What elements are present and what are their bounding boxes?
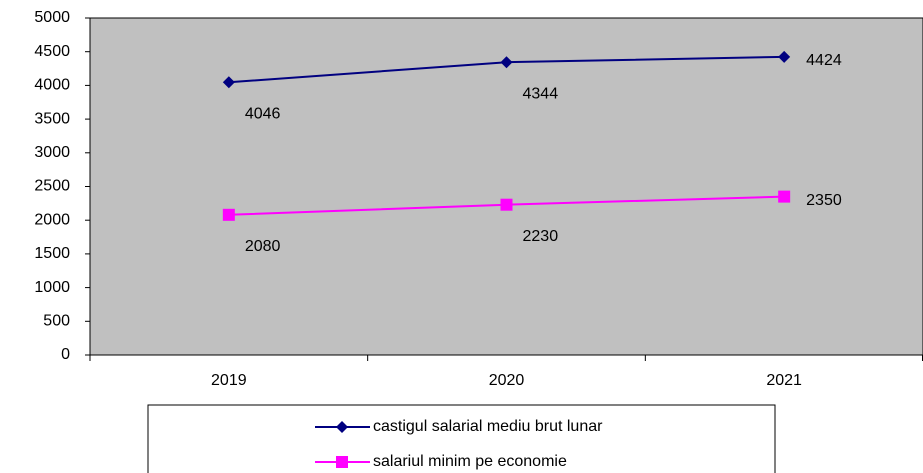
data-label: 2350 <box>806 192 842 209</box>
data-label: 4424 <box>806 52 842 69</box>
y-tick-label: 4000 <box>34 77 70 94</box>
marker <box>778 190 791 203</box>
y-tick-label: 2000 <box>34 211 70 228</box>
y-tick-label: 1500 <box>34 245 70 262</box>
data-label: 4344 <box>523 85 559 102</box>
y-tick-label: 4500 <box>34 43 70 60</box>
y-tick-label: 0 <box>61 346 70 363</box>
marker <box>336 456 348 468</box>
y-tick-label: 2500 <box>34 178 70 195</box>
y-tick-label: 3500 <box>34 110 70 127</box>
y-tick-label: 3000 <box>34 144 70 161</box>
data-label: 4046 <box>245 106 281 123</box>
marker <box>222 208 235 221</box>
marker <box>778 50 791 63</box>
x-tick-label: 2020 <box>489 372 525 389</box>
data-label: 2230 <box>523 228 559 245</box>
legend-box <box>147 404 776 473</box>
marker <box>222 76 235 89</box>
marker <box>336 421 348 433</box>
y-tick-label: 1000 <box>34 279 70 296</box>
legend-label: salariul minim pe economie <box>373 453 567 470</box>
data-label: 2080 <box>245 238 281 255</box>
x-tick-label: 2019 <box>211 372 247 389</box>
y-tick-label: 500 <box>43 313 70 330</box>
y-tick-label: 5000 <box>34 9 70 26</box>
marker <box>500 56 513 69</box>
legend-label: castigul salarial mediu brut lunar <box>373 418 603 435</box>
x-tick-label: 2021 <box>766 372 802 389</box>
marker <box>500 198 513 211</box>
plot-area <box>89 17 923 356</box>
